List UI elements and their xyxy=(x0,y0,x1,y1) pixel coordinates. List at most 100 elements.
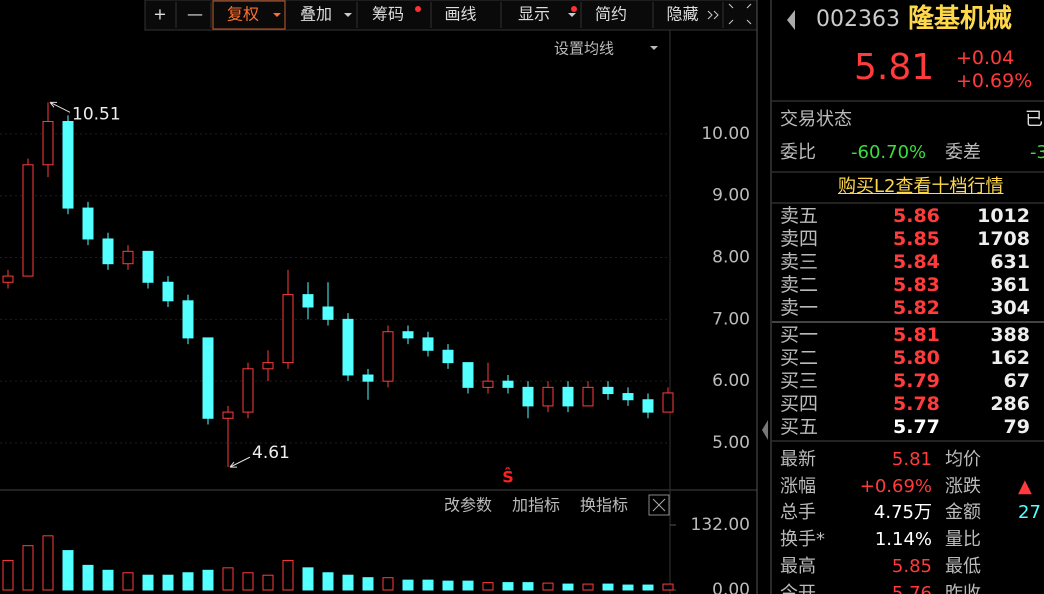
order-label: 买三 xyxy=(780,370,819,392)
indicator-button[interactable]: 改参数 xyxy=(444,496,492,515)
order-volume: 388 xyxy=(990,324,1030,346)
order-volume: 304 xyxy=(990,297,1030,319)
stock-code: 002363 xyxy=(816,7,900,32)
candle-body xyxy=(562,386,574,407)
toolbar-button[interactable]: + xyxy=(153,5,166,24)
low-label: 4.61 xyxy=(252,443,290,463)
volume-bar xyxy=(42,535,54,591)
toolbar-bg xyxy=(144,0,758,31)
high-label: 10.51 xyxy=(72,104,121,124)
toolbar-button[interactable]: 筹码 xyxy=(372,5,404,24)
change-pct: +0.69% xyxy=(956,70,1033,92)
candle-body xyxy=(362,374,374,382)
stat-label: 最新 xyxy=(780,449,816,470)
candle-body xyxy=(22,164,34,277)
candle-body xyxy=(502,380,514,388)
collapse-arrow[interactable] xyxy=(762,420,768,440)
candle-body xyxy=(42,121,54,166)
candle-body xyxy=(522,386,534,407)
stat-value: ▲ xyxy=(1018,475,1032,497)
toolbar-button[interactable]: 叠加 xyxy=(300,5,332,24)
toolbar-button[interactable]: 显示 xyxy=(518,5,550,24)
candle-body xyxy=(2,275,14,283)
order-volume: 286 xyxy=(990,393,1030,415)
volume-bar xyxy=(302,567,314,591)
price-change: +0.04 xyxy=(956,47,1015,69)
stat-value: 5.85 xyxy=(891,555,932,577)
toolbar-button[interactable]: 简约 xyxy=(595,5,627,24)
low-arrow xyxy=(229,456,251,468)
candle-body xyxy=(122,250,134,265)
candle-body xyxy=(82,207,94,240)
stat-label: 今开 xyxy=(780,582,816,594)
stock-name: 隆基机械 xyxy=(908,4,1013,34)
stat-value: +0.69% xyxy=(859,475,932,497)
volume-bar xyxy=(362,577,374,591)
stat-label: 最低 xyxy=(945,555,981,577)
field-value: -60.70% xyxy=(851,142,927,163)
stat-label: 换手* xyxy=(780,529,825,551)
volume-bar xyxy=(402,579,414,591)
field-label: 委差 xyxy=(945,142,981,163)
prev-stock[interactable] xyxy=(787,10,795,30)
candle-body xyxy=(342,318,354,376)
order-label: 卖二 xyxy=(780,274,819,296)
volume-bar xyxy=(22,545,34,591)
high-arrow xyxy=(49,101,71,113)
indicator-button[interactable]: 换指标 xyxy=(580,496,628,515)
candle-body xyxy=(602,386,614,395)
order-price: 5.86 xyxy=(893,205,940,227)
order-price: 5.81 xyxy=(893,324,940,346)
order-price: 5.77 xyxy=(893,416,940,438)
toolbar-button[interactable]: 隐藏 xyxy=(666,5,698,24)
order-price: 5.82 xyxy=(893,297,940,319)
stat-value: 27 xyxy=(1018,502,1041,524)
candle-body xyxy=(482,380,494,388)
stat-value: 4.75万 xyxy=(873,502,932,524)
volume-bar xyxy=(462,580,474,591)
dropdown-icon xyxy=(344,13,352,17)
indicator-button[interactable]: 加指标 xyxy=(512,496,560,515)
order-label: 卖五 xyxy=(780,205,819,227)
stat-label: 均价 xyxy=(945,449,981,470)
candle-body xyxy=(322,306,334,320)
toolbar-button[interactable]: 画线 xyxy=(444,5,476,24)
stat-value: 1.14% xyxy=(874,529,932,551)
order-label: 卖四 xyxy=(780,228,819,250)
order-volume: 162 xyxy=(990,347,1030,369)
y-tick-label: 7.00 xyxy=(712,309,750,329)
y-tick-label: 9.00 xyxy=(712,186,750,206)
candle-body xyxy=(62,121,74,209)
order-label: 卖三 xyxy=(780,251,819,273)
volume-bar xyxy=(322,572,334,591)
volume-bar xyxy=(422,579,434,591)
volume-bar xyxy=(602,583,614,591)
stat-label: 量比 xyxy=(945,529,981,551)
volume-bar xyxy=(202,569,214,591)
toolbar-button[interactable]: 复权 xyxy=(227,5,259,24)
order-volume: 361 xyxy=(990,274,1030,296)
fullscreen-icon[interactable] xyxy=(728,3,752,25)
order-price: 5.84 xyxy=(893,251,940,273)
dropdown-icon xyxy=(568,13,576,17)
field-value: 已 xyxy=(1025,109,1043,130)
close-button[interactable] xyxy=(648,494,670,516)
field-label: 交易状态 xyxy=(780,109,852,130)
s-marker: Ŝ xyxy=(502,468,514,487)
volume-bar xyxy=(102,569,114,591)
stat-label: 总手 xyxy=(780,502,816,524)
l2-link[interactable]: 购买L2查看十档行情 xyxy=(838,176,1004,197)
volume-bar xyxy=(502,582,514,591)
toolbar-button[interactable]: — xyxy=(187,5,203,24)
volume-bar xyxy=(62,550,74,591)
stat-label: 金额 xyxy=(945,502,981,524)
volume-bar xyxy=(262,574,274,591)
ma-setting[interactable]: 设置均线 xyxy=(554,40,614,58)
y-tick-label: 0.00 xyxy=(712,580,750,594)
y-tick-label: 8.00 xyxy=(712,248,750,268)
stat-value: 5.76 xyxy=(891,582,932,594)
candle-body xyxy=(162,281,174,302)
candle-body xyxy=(222,411,234,419)
candle-body xyxy=(442,349,454,364)
